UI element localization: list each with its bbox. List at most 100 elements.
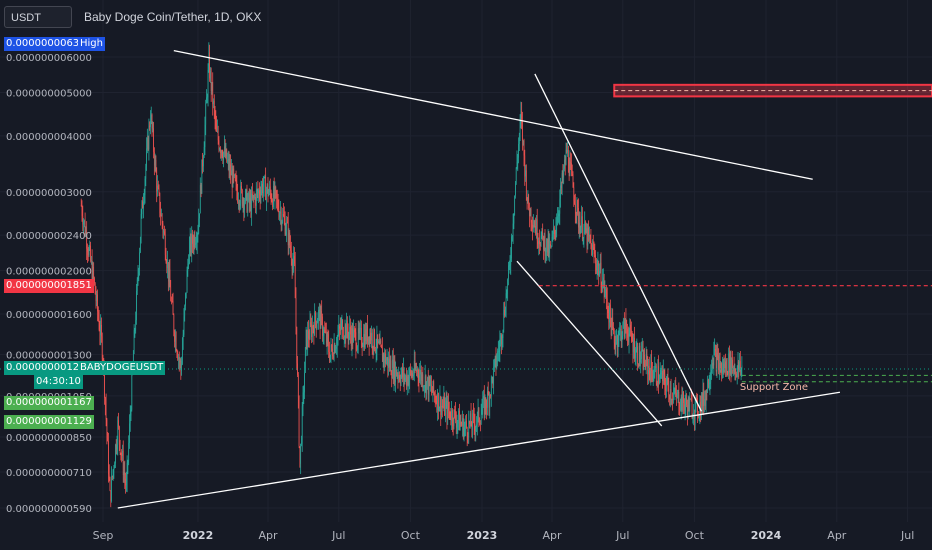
- candle-body: [322, 316, 323, 336]
- candle-body: [245, 189, 247, 192]
- candle-body: [459, 422, 461, 431]
- candle-body: [86, 232, 88, 249]
- time-axis[interactable]: Sep 2022 Apr Jul Oct 2023 Apr Jul Oct 2024 Apr Jul: [93, 529, 915, 542]
- candle-body: [249, 198, 251, 204]
- candle-body: [440, 396, 442, 415]
- candle-body: [537, 241, 539, 244]
- candle-body: [213, 100, 215, 110]
- candle-body: [275, 186, 277, 191]
- candle-body: [377, 334, 379, 343]
- candle-body: [379, 340, 381, 344]
- candle-body: [666, 384, 667, 392]
- candle-body: [436, 401, 438, 410]
- candle-body: [152, 128, 154, 130]
- high-price-tag: 0.000000006341: [4, 37, 94, 51]
- candle-body: [610, 319, 612, 336]
- candle-body: [149, 125, 151, 128]
- candle-body: [148, 125, 150, 150]
- candle-body: [108, 441, 109, 475]
- candle-body: [607, 309, 609, 314]
- candle-body: [322, 335, 324, 337]
- wedge-upper-line[interactable]: [534, 73, 702, 412]
- candle-body: [227, 159, 229, 161]
- candle-body: [686, 398, 687, 406]
- candle-body: [573, 187, 575, 201]
- candle-body: [219, 149, 221, 151]
- candle-body: [632, 341, 634, 353]
- candle-body: [299, 446, 301, 464]
- lower-trendline[interactable]: [117, 391, 841, 509]
- candle-body: [308, 338, 310, 340]
- candle-body: [703, 389, 705, 406]
- candle-body: [180, 361, 182, 371]
- candle-body: [506, 293, 508, 294]
- candle-body: [238, 201, 239, 203]
- candle-body: [620, 328, 621, 330]
- candle-body: [257, 190, 259, 194]
- candle-body: [252, 193, 253, 199]
- candle-body: [313, 328, 315, 336]
- candle-body: [497, 351, 499, 352]
- candle-body: [551, 236, 553, 246]
- candle-body: [721, 362, 722, 374]
- candle-body: [741, 365, 743, 369]
- candle-body: [385, 360, 387, 364]
- candle-body: [593, 247, 595, 255]
- candle-body: [161, 214, 163, 224]
- candle-body: [401, 368, 403, 375]
- candle-body: [229, 164, 231, 172]
- candle-body: [283, 216, 285, 219]
- candle-body: [567, 149, 569, 169]
- resistance-zone[interactable]: [613, 83, 932, 98]
- candle-body: [392, 359, 394, 381]
- candle-body: [674, 387, 676, 393]
- candle-body: [676, 392, 677, 398]
- candle-body: [165, 255, 167, 263]
- candle-body: [135, 320, 137, 331]
- candle-body: [164, 234, 166, 256]
- candle-body: [698, 414, 700, 417]
- candle-body: [490, 395, 491, 397]
- candle-body: [234, 174, 236, 181]
- candle-body: [491, 377, 493, 379]
- candle-body: [496, 361, 498, 368]
- upper-trendline[interactable]: [173, 49, 813, 180]
- candle-body: [258, 190, 259, 194]
- candle-body: [731, 359, 733, 375]
- candle-body: [417, 369, 419, 377]
- candle-body: [281, 221, 283, 226]
- candle-body: [367, 325, 368, 343]
- candle-body: [286, 221, 287, 231]
- candle-body: [373, 329, 375, 349]
- candle-body: [142, 201, 144, 209]
- candle-body: [597, 262, 599, 266]
- candle-body: [662, 370, 663, 382]
- candle-body: [669, 388, 671, 400]
- candle-body: [111, 476, 113, 477]
- candle-body: [421, 374, 423, 381]
- candle-body: [578, 222, 580, 228]
- wedge-lower-line[interactable]: [516, 260, 663, 427]
- candle-body: [350, 326, 351, 335]
- candle-body: [655, 365, 656, 369]
- candle-body: [577, 200, 579, 208]
- candle-body: [110, 490, 112, 501]
- candle-body: [531, 222, 533, 225]
- candle-body: [307, 330, 309, 348]
- symbol-search-input[interactable]: USDT: [4, 6, 72, 28]
- candle-body: [174, 332, 175, 342]
- candle-body: [335, 348, 337, 353]
- candle-body: [659, 373, 661, 382]
- candle-body: [494, 360, 495, 367]
- candle-body: [679, 408, 680, 410]
- candle-body: [458, 410, 459, 421]
- candle-body: [311, 324, 312, 337]
- candle-body: [241, 190, 243, 206]
- candle-body: [325, 331, 326, 333]
- candle-body: [412, 373, 414, 377]
- candle-body: [318, 309, 319, 321]
- candle-body: [272, 200, 273, 207]
- candle-body: [147, 138, 149, 150]
- candle-body: [501, 338, 503, 345]
